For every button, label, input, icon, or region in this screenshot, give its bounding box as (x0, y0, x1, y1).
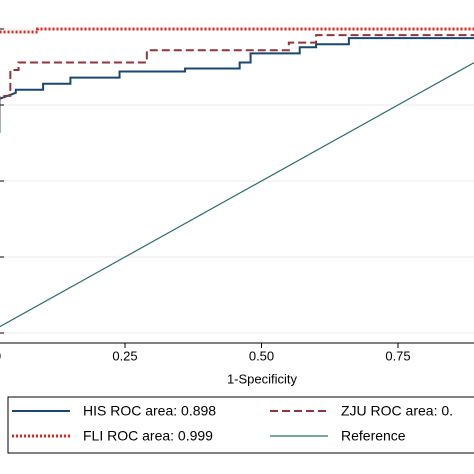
roc-line (0, 37, 474, 134)
roc-line (0, 61, 474, 328)
legend-label: HIS ROC area: 0.898 (83, 403, 216, 419)
x-tick-label: 0.75 (385, 348, 410, 363)
legend-label: FLI ROC area: 0.999 (83, 428, 213, 444)
legend-label: ZJU ROC area: 0. (341, 403, 453, 419)
legend-box (7, 396, 474, 454)
roc-line (0, 34, 474, 122)
x-axis-label: 1-Specificity (227, 371, 298, 386)
x-tick-label: 0.50 (249, 348, 274, 363)
x-tick-label: 0.00 (0, 348, 1, 363)
legend-label: Reference (341, 428, 406, 444)
x-tick-label: 0.25 (112, 348, 137, 363)
